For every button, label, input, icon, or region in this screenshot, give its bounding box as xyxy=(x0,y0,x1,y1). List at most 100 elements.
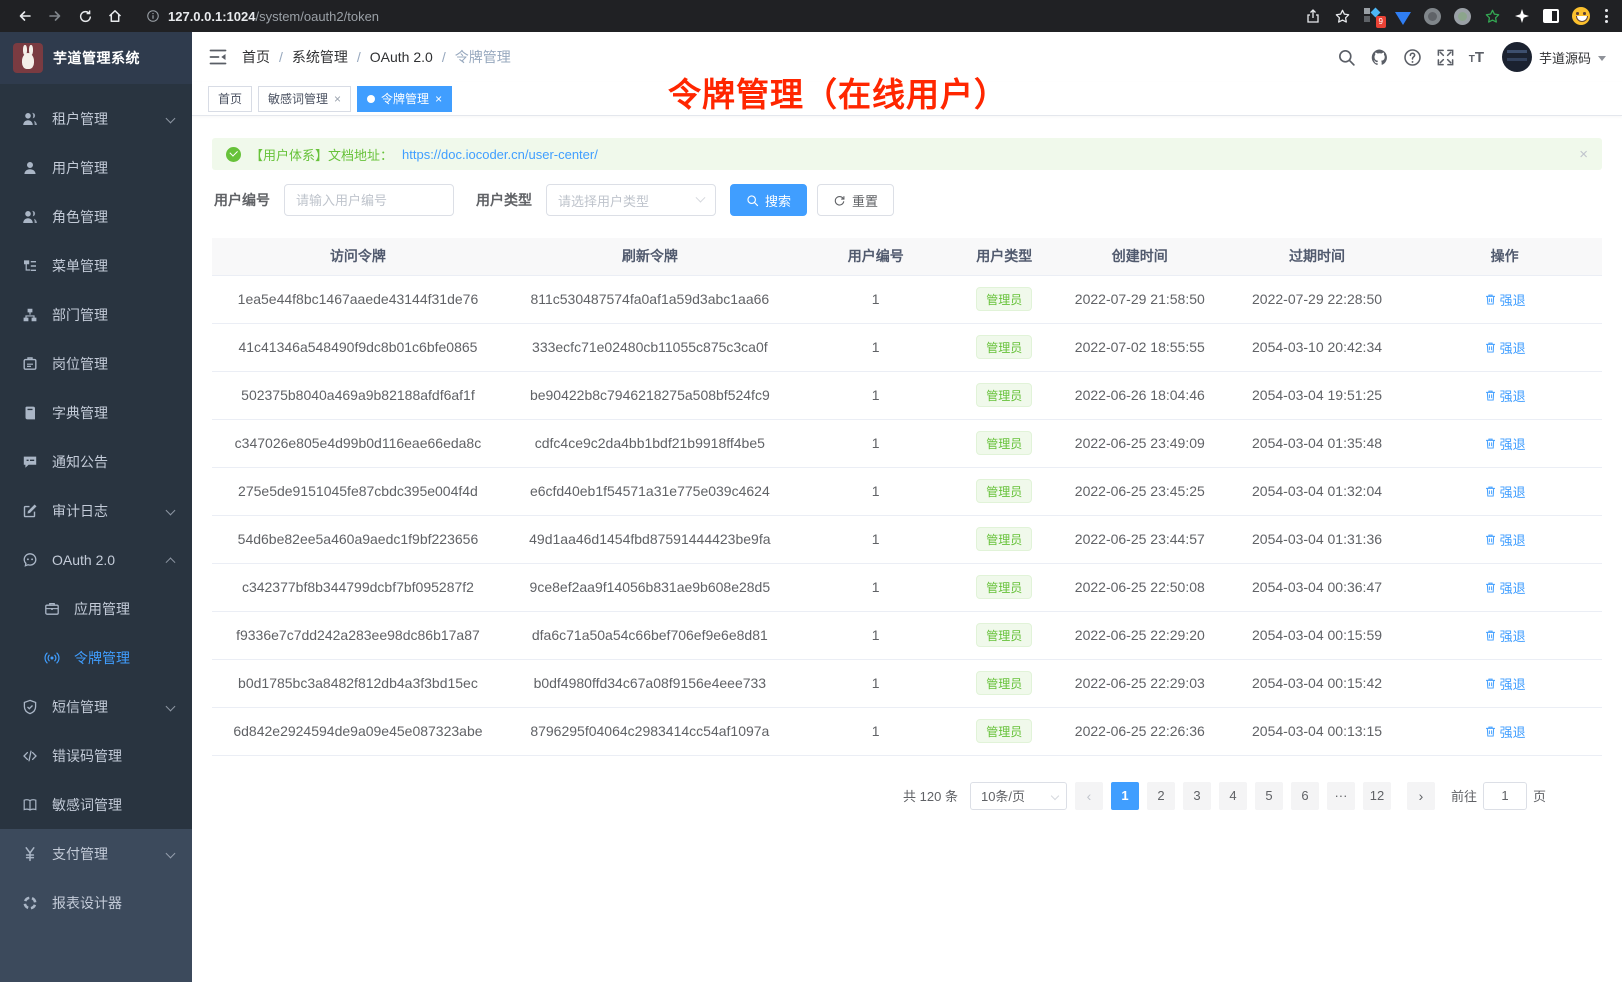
browser-reload-button[interactable] xyxy=(72,3,98,29)
chevron-icon xyxy=(165,848,176,859)
search-icon xyxy=(746,194,759,207)
trash-icon xyxy=(1484,725,1497,738)
page-button-5[interactable]: 5 xyxy=(1254,781,1283,810)
sidebar-item-post[interactable]: 岗位管理 xyxy=(0,339,192,388)
search-button[interactable]: 搜索 xyxy=(730,184,808,216)
user-type-cell: 管理员 xyxy=(955,611,1053,660)
sidebar-item-oauth[interactable]: OAuth 2.0 xyxy=(0,535,192,584)
sidebar-item-user[interactable]: 用户管理 xyxy=(0,143,192,192)
table-row: f9336e7c7dd242a283ee98dc86b17a87 dfa6c71… xyxy=(212,611,1602,660)
extension-icon[interactable]: 9 xyxy=(1364,7,1386,28)
browser-back-button[interactable] xyxy=(12,3,38,29)
sidebar-item-dept[interactable]: 部门管理 xyxy=(0,290,192,339)
user-icon xyxy=(22,160,38,176)
user-type-badge: 管理员 xyxy=(976,287,1033,311)
force-logout-button[interactable]: 强退 xyxy=(1484,674,1526,693)
page-button-2[interactable]: 2 xyxy=(1146,781,1175,810)
tab-active[interactable]: 令牌管理 × xyxy=(357,85,453,112)
browser-forward-button[interactable] xyxy=(42,3,68,29)
access-token-cell: c347026e805e4d99b0d116eae66eda8c xyxy=(212,419,504,468)
tenants-icon xyxy=(22,111,38,127)
extension-icon[interactable] xyxy=(1454,7,1471,25)
alert-doc-link[interactable]: https://doc.iocoder.cn/user-center/ xyxy=(402,146,598,162)
sidebar-item-sms[interactable]: 短信管理 xyxy=(0,682,192,731)
refresh-token-cell: e6cfd40eb1f54571a31e775e039c4624 xyxy=(503,467,796,516)
force-logout-button[interactable]: 强退 xyxy=(1484,290,1526,309)
sidebar-item-book[interactable]: 敏感词管理 xyxy=(0,780,192,829)
sidebar-collapse-icon[interactable] xyxy=(208,47,228,67)
prev-page-button[interactable]: ‹ xyxy=(1074,781,1103,810)
user-type-select[interactable]: 请选择用户类型 xyxy=(546,184,716,216)
sidebar-item-dict[interactable]: 字典管理 xyxy=(0,388,192,437)
sidebar-item-pay[interactable]: 支付管理 xyxy=(0,829,192,878)
sidebar-toggle-icon[interactable] xyxy=(1543,9,1559,23)
force-logout-button[interactable]: 强退 xyxy=(1484,434,1526,453)
force-logout-button[interactable]: 强退 xyxy=(1484,530,1526,549)
extension-star-icon[interactable] xyxy=(1484,8,1501,25)
bookmark-star-icon[interactable] xyxy=(1334,8,1351,25)
sidebar-item-menu[interactable]: 菜单管理 xyxy=(0,241,192,290)
expire-time-cell: 2054-03-04 01:32:04 xyxy=(1226,467,1408,516)
sidebar-item-tenants[interactable]: 租户管理 xyxy=(0,94,192,143)
tab-inactive[interactable]: 敏感词管理 × xyxy=(258,85,352,112)
extension-icon[interactable] xyxy=(1424,7,1441,25)
user-id-input[interactable] xyxy=(284,184,454,216)
close-icon[interactable]: × xyxy=(334,91,342,106)
force-logout-button[interactable]: 强退 xyxy=(1484,482,1526,501)
help-icon[interactable] xyxy=(1403,48,1422,67)
goto-page-input[interactable] xyxy=(1482,781,1527,810)
force-logout-button[interactable]: 强退 xyxy=(1484,722,1526,741)
force-logout-button[interactable]: 强退 xyxy=(1484,578,1526,597)
github-icon[interactable] xyxy=(1370,48,1389,67)
profile-emoji-icon[interactable] xyxy=(1572,7,1590,25)
sidebar-item-report[interactable]: 报表设计器 xyxy=(0,878,192,927)
close-icon[interactable]: × xyxy=(1579,145,1588,163)
search-icon[interactable] xyxy=(1337,48,1356,67)
reset-button[interactable]: 重置 xyxy=(817,184,895,216)
sidebar-item-roles[interactable]: 角色管理 xyxy=(0,192,192,241)
page-button-12[interactable]: 12 xyxy=(1362,781,1391,810)
sidebar-item-notice[interactable]: 通知公告 xyxy=(0,437,192,486)
page-button-6[interactable]: 6 xyxy=(1290,781,1319,810)
refresh-token-cell: 8796295f04064c2983414cc54af1097a xyxy=(503,707,796,756)
page-ellipsis[interactable]: ··· xyxy=(1326,781,1355,810)
browser-menu-icon[interactable] xyxy=(1603,7,1610,25)
sidebar-item-log[interactable]: 审计日志 xyxy=(0,486,192,535)
close-icon[interactable]: × xyxy=(435,91,443,106)
force-logout-button[interactable]: 强退 xyxy=(1484,338,1526,357)
breadcrumb-item[interactable]: 系统管理 xyxy=(291,49,348,65)
extension-badge: 9 xyxy=(1375,16,1386,28)
extension-spark-icon[interactable] xyxy=(1514,8,1530,24)
page-button-4[interactable]: 4 xyxy=(1218,781,1247,810)
fullscreen-icon[interactable] xyxy=(1436,48,1455,67)
user-menu[interactable]: 芋道源码 xyxy=(1501,42,1606,72)
share-icon[interactable] xyxy=(1305,8,1321,24)
browser-home-button[interactable] xyxy=(102,3,128,29)
force-logout-button[interactable]: 强退 xyxy=(1484,386,1526,405)
site-info-icon[interactable] xyxy=(146,9,160,23)
access-token-cell: 54d6be82ee5a460a9aedc1f9bf223656 xyxy=(212,515,504,564)
oauth-icon xyxy=(22,552,38,568)
user-type-cell: 管理员 xyxy=(955,563,1053,612)
page-button-3[interactable]: 3 xyxy=(1182,781,1211,810)
force-logout-button[interactable]: 强退 xyxy=(1484,626,1526,645)
sidebar-item-app[interactable]: 应用管理 xyxy=(0,584,192,633)
sidebar-item-token[interactable]: 令牌管理 xyxy=(0,633,192,682)
page-size-select[interactable]: 10条/页 xyxy=(969,781,1067,810)
access-token-cell: 41c41346a548490f9dc8b01c6bfe0865 xyxy=(212,323,504,372)
pay-icon xyxy=(22,846,38,862)
breadcrumb-item[interactable]: 首页 xyxy=(242,49,270,65)
sidebar: 芋道管理系统 租户管理 用户管理 角色管理 菜单管理 部门管理 岗位管理 字典管… xyxy=(0,32,192,982)
breadcrumb-item[interactable]: OAuth 2.0 xyxy=(369,49,433,65)
tab-inactive[interactable]: 首页 xyxy=(208,85,253,112)
doc-alert: 【用户体系】文档地址： https://doc.iocoder.cn/user-… xyxy=(212,138,1602,170)
extension-gem-icon[interactable] xyxy=(1395,11,1411,25)
font-size-icon[interactable]: TT xyxy=(1468,48,1484,66)
post-icon xyxy=(22,356,38,372)
page-button-1[interactable]: 1 xyxy=(1110,781,1139,810)
next-page-button[interactable]: › xyxy=(1406,781,1435,810)
sidebar-item-code[interactable]: 错误码管理 xyxy=(0,731,192,780)
token-table: 访问令牌 刷新令牌 用户编号 用户类型 创建时间 过期时间 操作 1ea5e44f8bc14… xyxy=(212,238,1602,756)
address-bar[interactable]: 127.0.0.1:1024/system/oauth2/token xyxy=(146,9,1301,24)
